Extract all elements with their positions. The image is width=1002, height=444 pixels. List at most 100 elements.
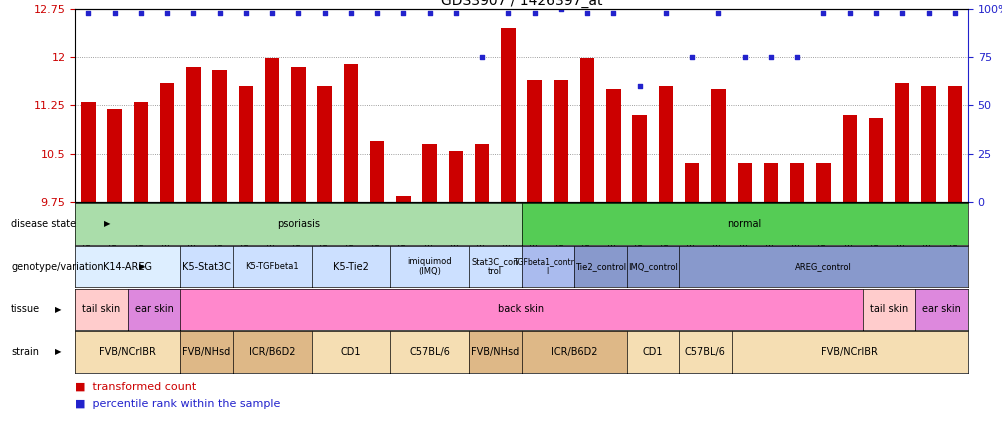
Text: Stat3C_con
trol: Stat3C_con trol (471, 257, 519, 276)
Point (291, 9, 307, 16)
Point (526, 9, 542, 16)
Point (841, 9, 857, 16)
Text: back skin: back skin (498, 304, 544, 314)
Point (343, 9, 359, 16)
Point (474, 54, 490, 61)
Bar (370, 141, 384, 202)
Point (421, 9, 437, 16)
Text: ICR/B6D2: ICR/B6D2 (248, 347, 296, 357)
Bar (475, 144, 489, 202)
Text: normal: normal (726, 219, 762, 229)
Point (946, 9, 962, 16)
Text: AREG_control: AREG_control (795, 262, 851, 271)
Point (709, 9, 725, 16)
Bar (107, 109, 121, 202)
Text: FVB/NHsd: FVB/NHsd (471, 347, 519, 357)
Bar (605, 89, 620, 202)
Point (500, 9, 516, 16)
Bar (501, 28, 515, 202)
Point (789, 54, 805, 61)
Point (132, 9, 148, 16)
Text: ▶: ▶ (104, 219, 110, 229)
Point (264, 9, 280, 16)
Point (80, 9, 96, 16)
Bar (396, 196, 410, 202)
Point (395, 9, 411, 16)
Bar (422, 144, 437, 202)
Text: ▶: ▶ (139, 262, 145, 271)
Text: imiquimod
(IMQ): imiquimod (IMQ) (407, 257, 452, 276)
Point (552, 5, 568, 12)
Bar (894, 83, 909, 202)
Text: ■  percentile rank within the sample: ■ percentile rank within the sample (75, 399, 281, 408)
Point (894, 9, 910, 16)
Text: disease state: disease state (11, 219, 76, 229)
Bar (291, 67, 306, 202)
Text: ■  transformed count: ■ transformed count (75, 382, 196, 392)
Text: K5-Tie2: K5-Tie2 (333, 262, 369, 272)
Bar (553, 80, 567, 202)
Text: CD1: CD1 (341, 347, 361, 357)
Bar (344, 63, 358, 202)
Point (815, 9, 831, 16)
Text: C57BL/6: C57BL/6 (684, 347, 725, 357)
Point (631, 83, 647, 90)
Bar (736, 163, 752, 202)
Text: K5-TGFbeta1: K5-TGFbeta1 (245, 262, 299, 271)
Point (735, 54, 752, 61)
Bar (133, 102, 148, 202)
Point (317, 9, 333, 16)
Text: Tie2_control: Tie2_control (574, 262, 625, 271)
Text: FVB/NHsd: FVB/NHsd (182, 347, 230, 357)
Point (369, 9, 385, 16)
Bar (186, 67, 200, 202)
Bar (921, 86, 935, 202)
Text: IMQ_control: IMQ_control (627, 262, 677, 271)
Point (657, 9, 673, 16)
Text: ICR/B6D2: ICR/B6D2 (550, 347, 597, 357)
Point (185, 9, 201, 16)
Point (605, 9, 621, 16)
Bar (579, 59, 594, 202)
Title: GDS3907 / 1426397_at: GDS3907 / 1426397_at (440, 0, 602, 8)
Text: genotype/variation: genotype/variation (11, 262, 103, 272)
Text: strain: strain (11, 347, 39, 357)
Bar (448, 151, 463, 202)
Bar (816, 163, 830, 202)
Text: ear skin: ear skin (134, 304, 173, 314)
Point (106, 9, 122, 16)
Point (763, 54, 779, 61)
Bar (238, 86, 253, 202)
Text: ear skin: ear skin (921, 304, 960, 314)
Text: psoriasis: psoriasis (277, 219, 320, 229)
Text: tail skin: tail skin (82, 304, 120, 314)
Bar (710, 89, 725, 202)
Bar (81, 102, 95, 202)
Text: K14-AREG: K14-AREG (103, 262, 152, 272)
Bar (658, 86, 672, 202)
Point (159, 9, 175, 16)
Text: CD1: CD1 (642, 347, 662, 357)
Bar (790, 163, 804, 202)
Text: ▶: ▶ (55, 347, 61, 357)
Bar (527, 80, 541, 202)
Bar (265, 59, 280, 202)
Text: ▶: ▶ (55, 305, 61, 314)
Text: tail skin: tail skin (869, 304, 908, 314)
Bar (842, 115, 856, 202)
Text: tissue: tissue (11, 304, 40, 314)
Point (211, 9, 227, 16)
Bar (317, 86, 332, 202)
Text: TGFbeta1_control
l: TGFbeta1_control l (513, 257, 581, 276)
Bar (632, 115, 646, 202)
Text: C57BL/6: C57BL/6 (409, 347, 450, 357)
Point (237, 9, 254, 16)
Bar (212, 70, 226, 202)
Point (920, 9, 936, 16)
Point (867, 9, 883, 16)
Text: FVB/NCrIBR: FVB/NCrIBR (99, 347, 156, 357)
Text: FVB/NCrIBR: FVB/NCrIBR (821, 347, 878, 357)
Bar (159, 83, 174, 202)
Bar (684, 163, 698, 202)
Bar (947, 86, 961, 202)
